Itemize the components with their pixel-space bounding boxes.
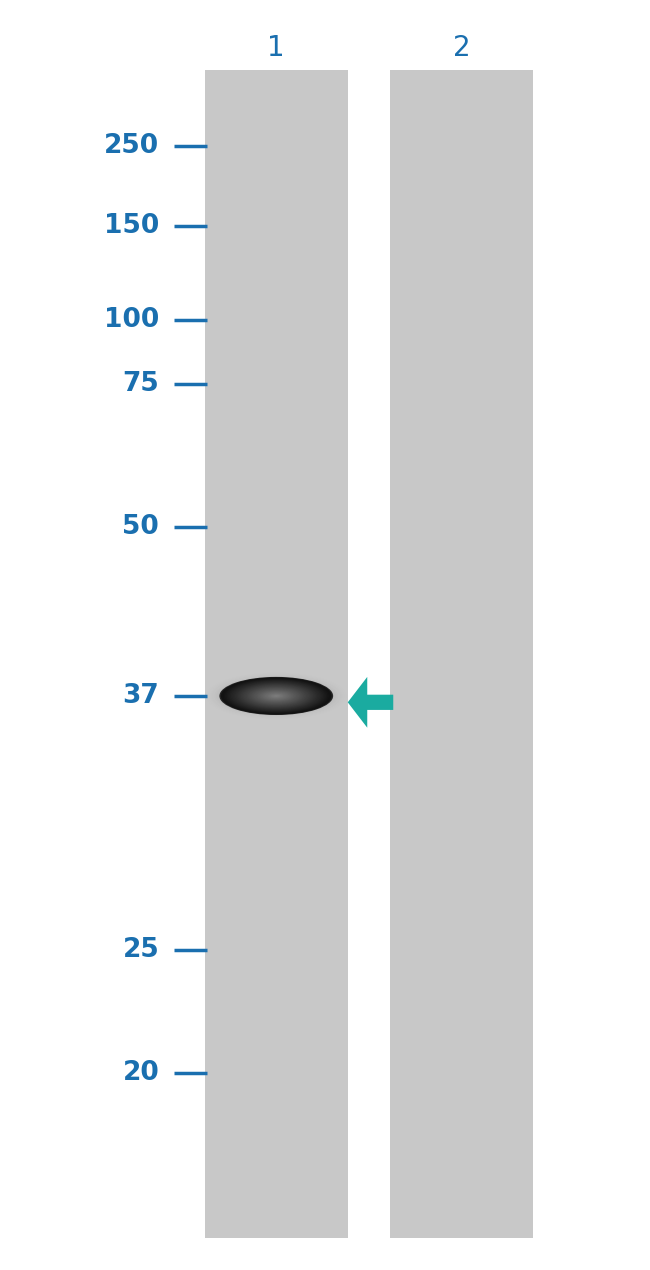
Ellipse shape [244,685,309,707]
Text: 150: 150 [104,213,159,239]
Bar [390,70,533,1238]
Text: 25: 25 [122,937,159,963]
Ellipse shape [224,679,328,712]
Ellipse shape [230,682,322,710]
Ellipse shape [220,678,332,714]
Ellipse shape [228,681,324,711]
Ellipse shape [222,678,330,714]
Ellipse shape [224,678,329,714]
Ellipse shape [231,681,322,711]
Ellipse shape [236,685,317,707]
Ellipse shape [220,677,333,715]
Ellipse shape [251,687,302,705]
Ellipse shape [213,676,340,716]
Ellipse shape [252,688,300,704]
Text: 50: 50 [122,514,159,540]
Ellipse shape [254,688,299,704]
Ellipse shape [259,691,293,701]
Ellipse shape [263,692,289,700]
Text: 20: 20 [122,1060,159,1086]
Ellipse shape [235,682,317,710]
Ellipse shape [226,681,326,711]
Ellipse shape [211,674,343,718]
Ellipse shape [240,685,312,707]
Ellipse shape [237,683,316,709]
Ellipse shape [208,673,344,719]
Ellipse shape [246,686,306,706]
Ellipse shape [270,693,282,699]
Ellipse shape [214,676,338,716]
Ellipse shape [248,686,305,706]
Ellipse shape [216,677,336,715]
Ellipse shape [225,678,328,714]
Text: 75: 75 [122,371,159,396]
Text: 100: 100 [104,307,159,333]
Text: 250: 250 [104,133,159,159]
Ellipse shape [239,683,313,709]
Ellipse shape [232,683,320,709]
FancyArrow shape [348,677,393,728]
Ellipse shape [218,677,334,715]
Ellipse shape [226,679,326,712]
Bar [205,70,348,1238]
Ellipse shape [242,686,311,706]
Ellipse shape [256,690,296,702]
Ellipse shape [221,677,332,715]
Ellipse shape [233,682,319,710]
Ellipse shape [274,695,279,697]
Ellipse shape [240,686,313,706]
Ellipse shape [238,685,315,707]
Ellipse shape [232,681,320,711]
Ellipse shape [242,685,311,707]
Ellipse shape [262,691,291,701]
Ellipse shape [229,681,323,711]
Ellipse shape [268,693,285,699]
Ellipse shape [234,683,318,709]
Ellipse shape [238,683,315,709]
Ellipse shape [258,690,294,702]
Text: 37: 37 [122,683,159,709]
Ellipse shape [222,678,330,714]
Ellipse shape [261,691,292,701]
Ellipse shape [265,692,287,700]
Ellipse shape [269,693,283,699]
Ellipse shape [249,687,304,705]
Ellipse shape [228,679,324,712]
Ellipse shape [266,692,286,700]
Ellipse shape [255,688,298,704]
Text: 1: 1 [267,34,285,62]
Ellipse shape [272,695,281,697]
Ellipse shape [245,686,307,706]
Text: 2: 2 [452,34,471,62]
